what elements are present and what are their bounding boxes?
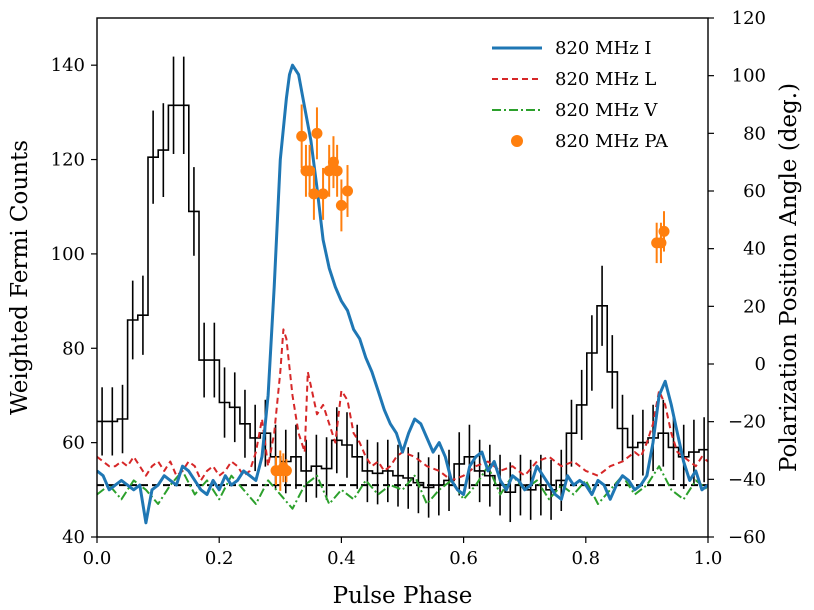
series-820-mhz-l xyxy=(97,328,708,482)
pa-point xyxy=(304,165,316,177)
y-right-axis-label: Polarization Position Angle (deg.) xyxy=(776,83,802,472)
pa-point xyxy=(342,185,354,197)
fermi-histogram-step xyxy=(97,104,708,493)
pa-point xyxy=(280,465,292,477)
y-right-tick-label: −40 xyxy=(728,469,766,490)
y-right-tick-label: 60 xyxy=(743,181,766,202)
x-tick-label: 1.0 xyxy=(694,548,723,569)
pa-point xyxy=(323,165,335,177)
y-left-tick-label: 120 xyxy=(51,150,85,171)
x-tick-label: 0.4 xyxy=(327,548,356,569)
x-tick-label: 0.0 xyxy=(83,548,112,569)
y-right-tick-label: 80 xyxy=(743,123,766,144)
x-axis-label: Pulse Phase xyxy=(333,583,473,609)
pa-point xyxy=(658,225,670,237)
legend: 820 MHz I 820 MHz L 820 MHz V 820 MHz PA xyxy=(492,38,669,152)
x-tick-label: 0.2 xyxy=(205,548,234,569)
y-right-tick-label: −20 xyxy=(728,412,766,433)
y-left-axis-label: Weighted Fermi Counts xyxy=(7,140,33,415)
pa-point xyxy=(308,188,320,200)
pa-point xyxy=(331,165,343,177)
y-left-tick-label: 60 xyxy=(62,433,85,454)
y-right-tick-label: 40 xyxy=(743,239,766,260)
y-right-tick-label: 20 xyxy=(743,296,766,317)
pa-point xyxy=(317,188,329,200)
y-right-tick-label: −60 xyxy=(728,527,766,548)
legend-label: 820 MHz PA xyxy=(555,131,669,152)
plot-area xyxy=(97,56,708,525)
legend-label: 820 MHz I xyxy=(555,38,652,59)
legend-label: 820 MHz L xyxy=(555,69,656,90)
y-right-tick-label: 0 xyxy=(755,354,766,375)
y-left-tick-label: 40 xyxy=(62,527,85,548)
y-left-tick-label: 140 xyxy=(51,55,85,76)
pa-point xyxy=(311,127,323,139)
x-tick-label: 0.8 xyxy=(571,548,600,569)
series-820-mhz-i xyxy=(97,63,708,525)
pa-point xyxy=(296,130,308,142)
plot-frame xyxy=(96,17,709,538)
y-left-tick-label: 100 xyxy=(51,244,85,265)
y-left-tick-label: 80 xyxy=(62,338,85,359)
axes: 0.0 0.2 0.4 0.6 0.8 1.0 40 60 80 100 120 140 −60 −40 −… xyxy=(7,8,802,609)
legend-marker-pa xyxy=(511,135,523,147)
pa-point xyxy=(335,199,347,211)
series-820-mhz-v xyxy=(97,465,708,510)
x-tick-label: 0.6 xyxy=(449,548,478,569)
y-right-tick-label: 120 xyxy=(732,8,766,29)
y-right-tick-label: 100 xyxy=(732,66,766,87)
legend-label: 820 MHz V xyxy=(555,100,658,121)
